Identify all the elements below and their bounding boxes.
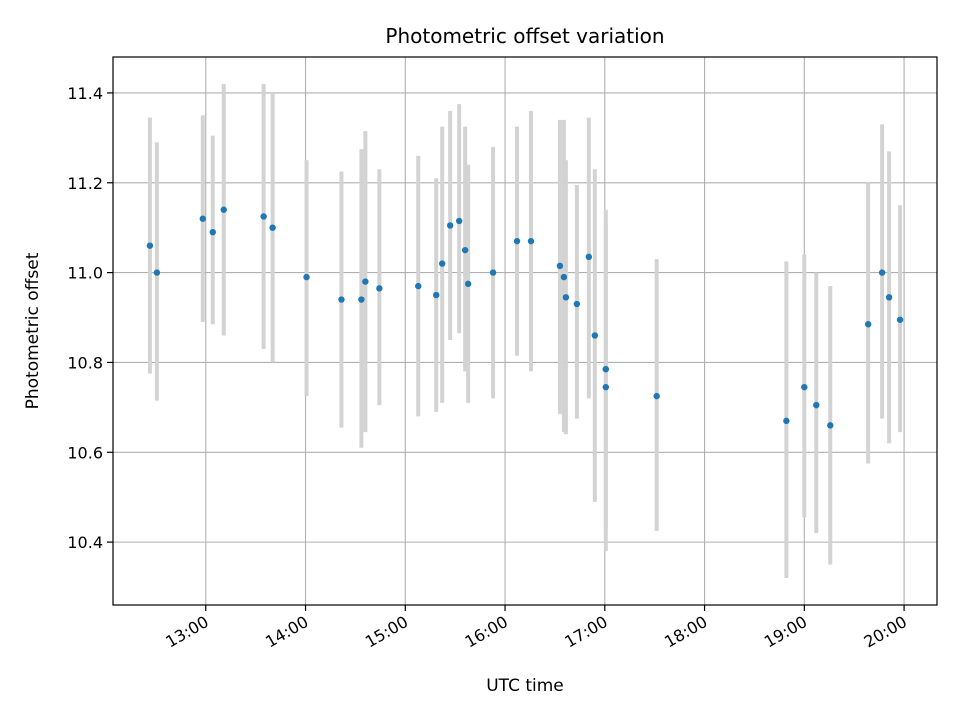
data-point [813, 401, 820, 409]
data-point [878, 269, 886, 276]
data-point [585, 253, 593, 261]
data-point [461, 246, 469, 254]
data-point [146, 242, 154, 249]
data-point [560, 273, 568, 281]
data-point [864, 321, 872, 328]
grid-lines [113, 57, 937, 605]
data-point [209, 228, 216, 236]
data-point [433, 291, 440, 299]
data-point [464, 280, 472, 288]
data-point [415, 282, 422, 290]
data-point [220, 206, 227, 213]
data-point [338, 296, 345, 303]
data-point [573, 300, 581, 308]
y-tick-label: 10.8 [67, 353, 103, 372]
y-tick-label: 11.2 [67, 174, 103, 193]
x-axis-label: UTC time [486, 676, 564, 696]
chart-title: Photometric offset variation [385, 24, 664, 48]
y-tick-label: 11.0 [67, 264, 103, 283]
data-point [455, 217, 463, 225]
data-point [260, 213, 267, 220]
y-tick-label: 11.4 [67, 84, 103, 103]
data-point [153, 269, 161, 276]
data-point [556, 262, 564, 270]
data-point [602, 365, 610, 373]
data-point [827, 422, 834, 429]
data-point [602, 383, 610, 391]
data-point [376, 285, 383, 292]
data-point [269, 224, 276, 231]
data-point [362, 278, 369, 285]
data-point [446, 222, 454, 229]
data-points [146, 206, 904, 429]
data-point [199, 215, 206, 222]
data-point [783, 417, 790, 425]
data-point [562, 294, 570, 301]
data-point [591, 332, 599, 339]
data-point [303, 273, 310, 281]
plot-frame [112, 56, 938, 606]
data-point [358, 296, 365, 303]
data-point [489, 269, 497, 276]
data-point [527, 237, 535, 245]
data-point [896, 316, 904, 323]
y-tick-label: 10.6 [67, 443, 103, 462]
data-point [653, 392, 660, 400]
data-point [513, 237, 521, 245]
data-point [439, 260, 446, 267]
data-point [801, 383, 808, 391]
y-axis-label: Photometric offset [23, 252, 43, 409]
data-point [885, 294, 893, 301]
y-tick-label: 10.4 [67, 533, 103, 552]
y-axis-ticks: 10.4 10.6 10.8 11.0 11.2 11.4 [67, 84, 113, 552]
